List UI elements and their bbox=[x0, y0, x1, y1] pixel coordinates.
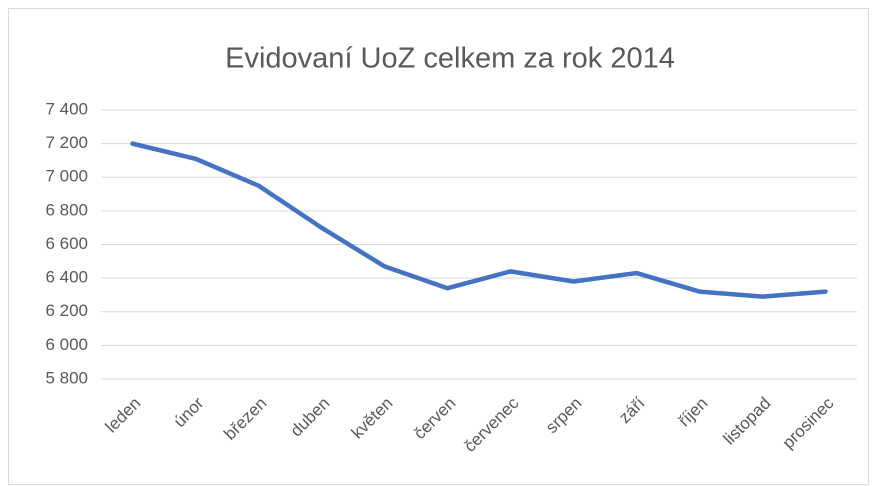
y-tick-label: 6 800 bbox=[45, 200, 88, 219]
y-tick-label: 7 200 bbox=[45, 133, 88, 152]
y-tick-label: 6 600 bbox=[45, 234, 88, 253]
y-tick-label: 6 200 bbox=[45, 301, 88, 320]
y-tick-label: 6 000 bbox=[45, 335, 88, 354]
chart-title: Evidovaní UoZ celkem za rok 2014 bbox=[225, 43, 675, 75]
y-tick-label: 5 800 bbox=[45, 368, 88, 387]
line-series bbox=[130, 141, 828, 299]
y-tick-label: 6 400 bbox=[45, 268, 88, 287]
y-tick-label: 7 400 bbox=[45, 99, 88, 118]
y-tick-label: 7 000 bbox=[45, 167, 88, 186]
chart-frame bbox=[8, 8, 869, 485]
